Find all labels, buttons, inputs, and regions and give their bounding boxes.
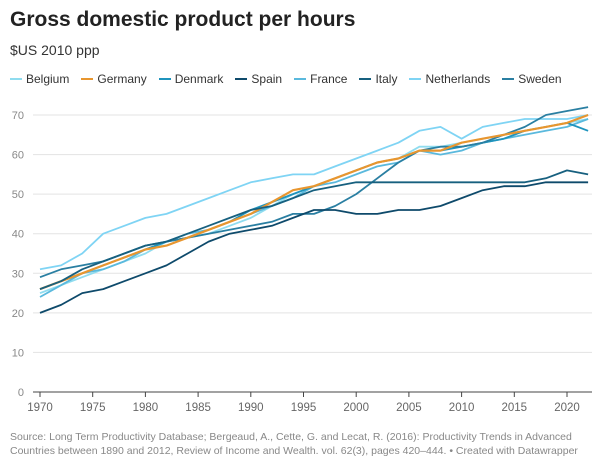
series-line-italy [39,169,589,290]
chart-title: Gross domestic product per hours [10,8,356,31]
legend-swatch [359,78,372,80]
legend-swatch [235,78,248,80]
series-line-belgium [39,118,589,294]
y-tick-label: 0 [18,387,24,399]
x-tick-label: 1990 [238,402,264,414]
series-line-germany [39,113,589,291]
legend-swatch [10,78,22,80]
x-tick-label: 2015 [502,402,528,414]
legend-swatch [409,78,422,80]
x-tick-label: 1970 [27,402,53,414]
legend: Belgium Germany Denmark Spain France Italy Net… [10,72,562,86]
x-tick-label: 2010 [449,402,475,414]
x-tick-label: 1975 [80,402,106,414]
legend-item-france: France [294,72,347,86]
y-tick-label: 70 [12,110,24,122]
legend-label: Denmark [174,72,224,86]
x-tick-label: 1995 [291,402,317,414]
legend-label: Sweden [518,72,562,86]
legend-item-italy: Italy [359,72,397,86]
legend-item-netherlands: Netherlands [409,72,490,86]
legend-item-spain: Spain [235,72,282,86]
y-tick-label: 30 [12,268,24,280]
y-tick-label: 50 [12,189,24,201]
legend-label: Italy [375,72,398,86]
legend-swatch [502,78,515,80]
legend-label: Germany [97,72,147,86]
series-line-spain [39,181,589,314]
legend-label: Belgium [26,72,70,86]
x-tick-label: 1980 [133,402,159,414]
source-note: Source: Long Term Productivity Database;… [10,431,578,457]
legend-label: France [310,72,348,86]
legend-label: Netherlands [425,72,491,86]
legend-swatch [294,78,307,80]
y-tick-label: 10 [12,347,24,359]
chart-subtitle: $US 2010 ppp [10,42,100,58]
series-line-france [39,118,589,298]
legend-item-denmark: Denmark [158,72,224,86]
x-tick-label: 2000 [343,402,369,414]
legend-label: Spain [251,72,283,86]
y-tick-label: 20 [12,308,24,320]
legend-swatch [158,78,171,80]
legend-item-germany: Germany [81,72,147,86]
y-tick-label: 40 [12,229,24,241]
series-line-denmark [39,122,589,290]
x-tick-label: 1985 [185,402,211,414]
x-tick-label: 2005 [396,402,422,414]
legend-item-belgium: Belgium [10,72,69,86]
series-line-sweden [39,106,589,279]
y-tick-label: 60 [12,150,24,162]
x-tick-label: 2020 [554,402,580,414]
series-line-netherlands [39,114,589,271]
legend-item-sweden: Sweden [502,72,562,86]
legend-swatch [81,78,94,80]
